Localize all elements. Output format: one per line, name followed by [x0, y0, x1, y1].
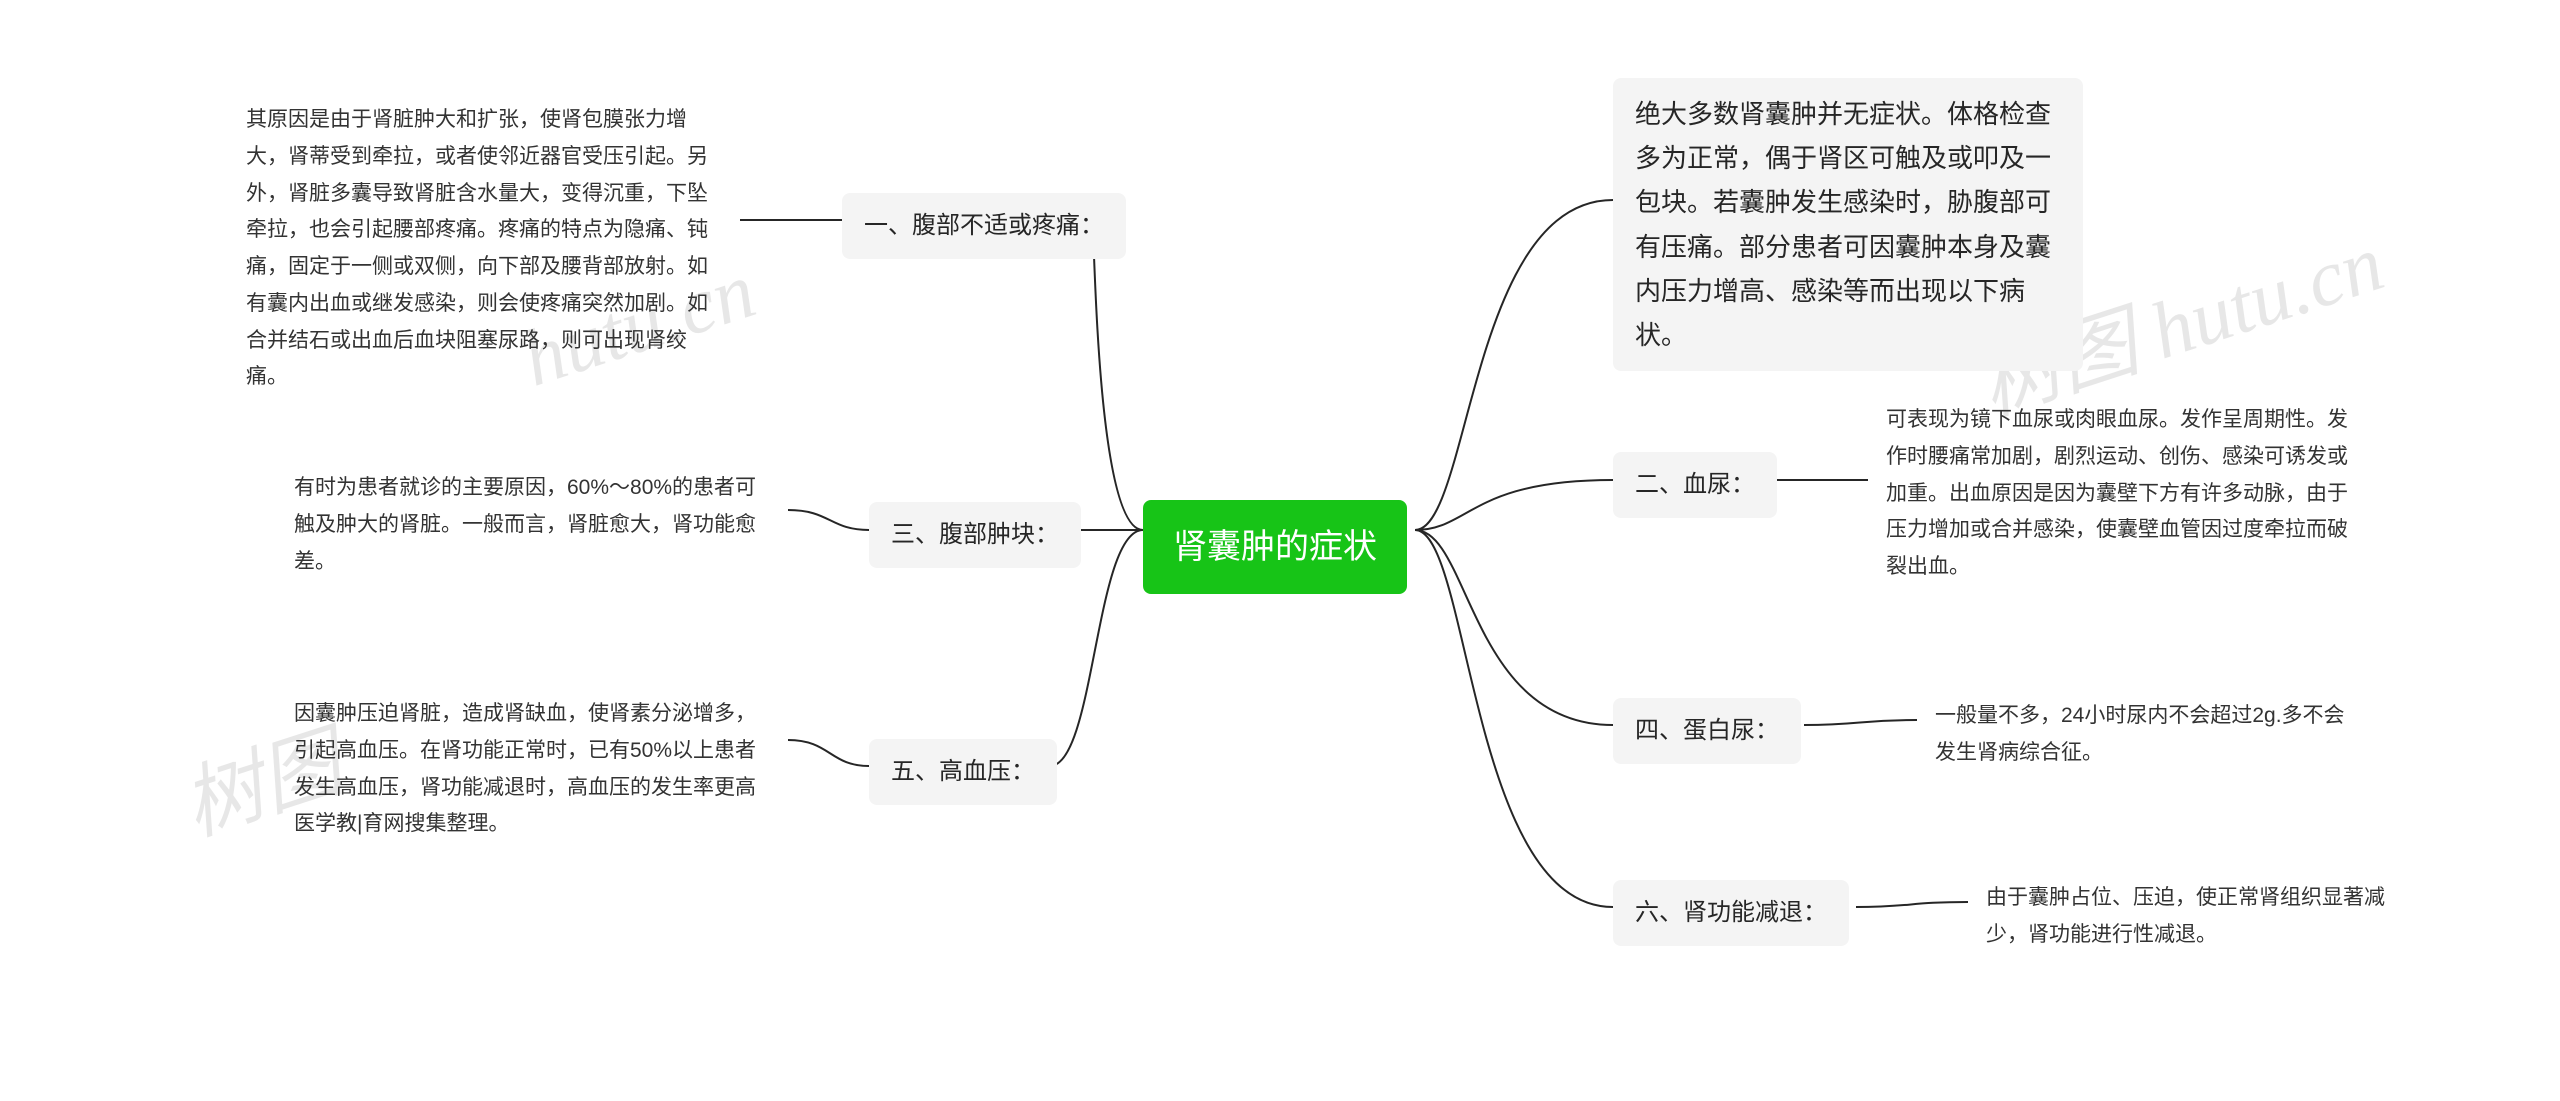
branch-5-desc: 因囊肿压迫肾脏，造成肾缺血，使肾素分泌增多，引起高血压。在肾功能正常时，已有50…: [276, 684, 786, 855]
branch-4-desc: 一般量不多，24小时尿内不会超过2g.多不会发生肾病综合征。: [1917, 686, 2377, 784]
center-node[interactable]: 肾囊肿的症状: [1143, 500, 1407, 594]
branch-3-desc: 有时为患者就诊的主要原因，60%～80%的患者可触及肿大的肾脏。一般而言，肾脏愈…: [276, 458, 786, 592]
branch-6[interactable]: 六、肾功能减退：: [1613, 880, 1849, 946]
intro-box: 绝大多数肾囊肿并无症状。体格检查多为正常，偶于肾区可触及或叩及一包块。若囊肿发生…: [1613, 78, 2083, 371]
branch-5[interactable]: 五、高血压：: [869, 739, 1057, 805]
branch-1[interactable]: 一、腹部不适或疼痛：: [842, 193, 1126, 259]
branch-2-desc: 可表现为镜下血尿或肉眼血尿。发作呈周期性。发作时腰痛常加剧，剧烈运动、创伤、感染…: [1868, 390, 2378, 598]
branch-1-desc: 其原因是由于肾脏肿大和扩张，使肾包膜张力增大，肾蒂受到牵拉，或者使邻近器官受压引…: [228, 90, 738, 408]
branch-2[interactable]: 二、血尿：: [1613, 452, 1777, 518]
branch-4[interactable]: 四、蛋白尿：: [1613, 698, 1801, 764]
branch-6-desc: 由于囊肿占位、压迫，使正常肾组织显著减少，肾功能进行性减退。: [1968, 868, 2428, 966]
branch-3[interactable]: 三、腹部肿块：: [869, 502, 1081, 568]
